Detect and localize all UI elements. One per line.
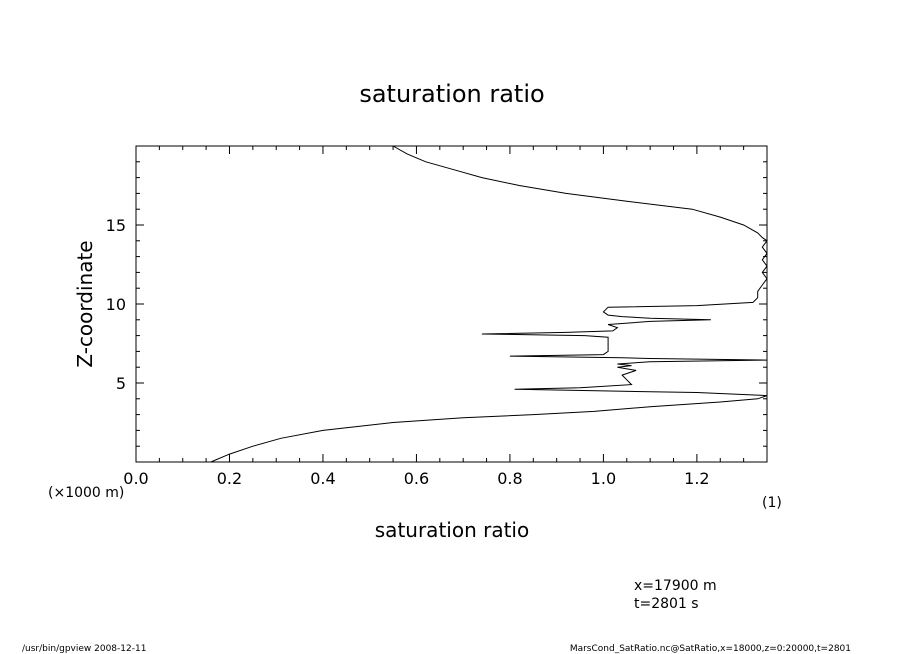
tick-marks [135, 146, 768, 462]
x-tick-label: 0.2 [217, 469, 242, 488]
x-tick-label: 1.0 [591, 469, 616, 488]
data-series [210, 145, 768, 463]
footer-program-info: /usr/bin/gpview 2008-12-11 [22, 644, 146, 654]
x-tick-label: 1.2 [684, 469, 709, 488]
y-tick-label: 10 [106, 295, 126, 314]
x-position-annotation: x=17900 m [634, 578, 717, 594]
plot-frame [135, 145, 768, 463]
plot-border [135, 145, 768, 463]
x-axis-unit: (1) [762, 495, 782, 511]
x-tick-label: 0.6 [404, 469, 429, 488]
footer-source-info: MarsCond_SatRatio.nc@SatRatio,x=18000,z=… [570, 644, 851, 654]
y-tick-label: 15 [106, 216, 126, 235]
series-line-0 [210, 145, 768, 463]
x-tick-label: 0.8 [497, 469, 522, 488]
tick-labels: 0.0 0.2 0.4 0.6 0.8 1.0 1.2 5 10 15 [106, 216, 710, 488]
x-tick-label: 0.4 [310, 469, 335, 488]
chart-title: saturation ratio [359, 80, 544, 108]
x-axis-label: saturation ratio [375, 518, 529, 542]
y-tick-label: 5 [116, 374, 126, 393]
x-tick-label: 0.0 [123, 469, 148, 488]
time-annotation: t=2801 s [634, 596, 699, 612]
y-axis-label: Z-coordinate [73, 240, 97, 367]
y-axis-unit: (×1000 m) [48, 485, 124, 501]
